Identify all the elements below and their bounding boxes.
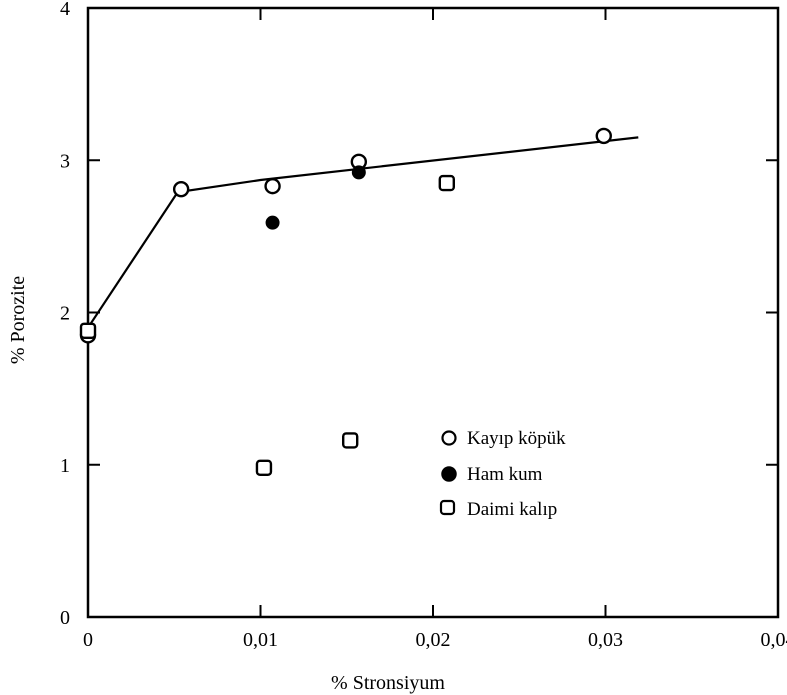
data-point-filled-circle	[351, 165, 366, 180]
data-point-open-circle	[595, 127, 612, 145]
legend-item-1: Ham kum	[441, 464, 543, 485]
data-point-open-circle	[172, 180, 190, 198]
y-tick-label: 2	[60, 303, 70, 325]
data-point-open-square	[438, 174, 455, 192]
data-point-open-square	[255, 459, 273, 476]
legend-marker-open-square	[439, 499, 456, 516]
data-point-open-square	[79, 322, 97, 339]
y-tick-label: 3	[60, 150, 70, 172]
legend-item-0: Kayıp köpük	[441, 428, 566, 449]
x-tick-label: 0,01	[243, 629, 278, 651]
x-tick-label: 0	[83, 629, 93, 651]
legend-label: Daimi kalıp	[467, 499, 557, 520]
trend-line	[87, 136, 639, 329]
x-axis-title: % Stronsiyum	[331, 672, 445, 694]
y-axis-title: % Porozite	[7, 276, 29, 364]
plot-frame	[86, 6, 780, 619]
x-tick-label: 0,03	[588, 629, 623, 651]
data-point-filled-circle	[265, 215, 280, 230]
legend-label: Ham kum	[467, 464, 543, 485]
y-tick-label: 0	[60, 607, 70, 629]
legend-marker-filled-circle	[441, 466, 457, 482]
legend-item-2: Daimi kalıp	[439, 499, 557, 520]
legend-label: Kayıp köpük	[467, 428, 566, 449]
legend-marker-open-circle	[441, 430, 457, 446]
data-point-open-circle	[264, 177, 281, 195]
x-tick-label: 0,02	[416, 629, 451, 651]
data-point-open-square	[342, 432, 359, 449]
y-tick-label: 4	[60, 0, 70, 20]
x-tick-label: 0,04	[761, 629, 787, 651]
y-tick-label: 1	[60, 455, 70, 477]
